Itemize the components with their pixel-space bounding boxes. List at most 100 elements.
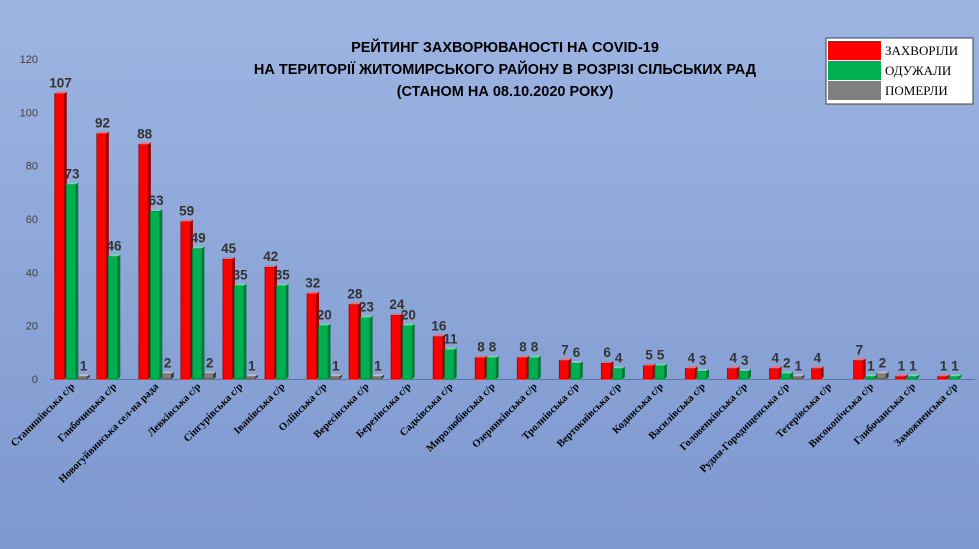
bar-top-recovered — [907, 374, 920, 377]
legend-swatch-infected — [828, 41, 881, 60]
bar-side-recovered — [412, 323, 415, 379]
data-label-infected: 1 — [898, 358, 906, 373]
y-tick-label: 100 — [20, 107, 38, 119]
bar-top-infected — [895, 374, 908, 377]
data-label-recovered: 46 — [107, 238, 123, 253]
bar-top-infected — [391, 313, 404, 315]
bar-recovered — [696, 370, 707, 380]
bar-top-recovered — [739, 369, 751, 371]
bar-recovered — [612, 367, 623, 380]
bar-died — [371, 375, 382, 380]
bar-recovered — [864, 375, 876, 380]
bar-infected — [54, 93, 65, 380]
bar-top-infected — [853, 358, 866, 361]
bar-infected — [600, 362, 612, 380]
bar-top-recovered — [654, 363, 667, 366]
bar-top-recovered — [781, 371, 794, 374]
bar-top-died — [161, 371, 174, 374]
legend-label-recovered: ОДУЖАЛИ — [885, 63, 951, 78]
bar-side-infected — [863, 358, 866, 379]
bar-top-died — [245, 374, 258, 377]
bar-died — [203, 373, 214, 380]
bar-side-recovered — [328, 323, 331, 379]
data-label-infected: 4 — [729, 350, 737, 365]
title-line-1: РЕЙТИНГ ЗАХВОРЮВАНОСТІ НА COVID-19 — [351, 38, 659, 56]
bar-top-infected — [222, 257, 235, 259]
bar-top-infected — [685, 366, 698, 369]
bar-top-recovered — [402, 323, 415, 326]
bar-recovered — [738, 370, 749, 380]
bar-recovered — [486, 357, 497, 380]
data-label-infected: 8 — [519, 340, 527, 355]
bar-infected — [811, 367, 822, 380]
bar-side-recovered — [706, 369, 709, 379]
bar-top-infected — [559, 358, 572, 361]
bar-top-infected — [769, 366, 782, 369]
bar-recovered — [318, 325, 329, 380]
bar-top-died — [330, 374, 343, 377]
bar-infected — [853, 359, 864, 380]
bar-recovered — [780, 373, 791, 380]
bar-recovered — [192, 247, 203, 380]
bar-died — [329, 375, 340, 380]
bar-top-recovered — [865, 374, 878, 377]
data-label-recovered: 63 — [149, 193, 165, 208]
bar-top-infected — [180, 219, 193, 222]
bar-top-recovered — [528, 355, 541, 358]
bar-side-infected — [947, 374, 950, 379]
bar-top-recovered — [444, 347, 457, 350]
bar-infected — [432, 335, 444, 380]
bar-side-died — [802, 374, 805, 379]
bar-infected — [96, 133, 107, 380]
data-label-infected: 7 — [561, 342, 569, 357]
bar-infected — [895, 375, 906, 380]
bar-top-died — [792, 374, 805, 377]
bar-recovered — [570, 362, 581, 380]
bar-top-infected — [601, 361, 614, 363]
bar-infected — [937, 375, 948, 380]
data-label-infected: 42 — [263, 249, 278, 264]
y-tick-label: 120 — [20, 54, 38, 66]
data-label-infected: 6 — [603, 345, 611, 360]
bar-recovered — [107, 255, 119, 380]
bar-side-recovered — [916, 374, 920, 379]
bar-top-recovered — [234, 283, 247, 286]
bar-top-infected — [138, 142, 151, 145]
bar-top-recovered — [192, 246, 205, 249]
bar-side-died — [213, 371, 216, 379]
bar-top-infected — [727, 366, 740, 369]
bar-recovered — [234, 285, 245, 380]
data-label-infected: 4 — [687, 350, 695, 365]
data-label-died: 1 — [332, 358, 340, 373]
bar-infected — [643, 365, 654, 380]
bar-side-recovered — [201, 246, 205, 379]
bar-side-recovered — [117, 254, 121, 379]
bar-side-recovered — [622, 366, 625, 379]
data-labels-layer: 1077319246886325949245351423532201282312… — [49, 76, 959, 374]
bar-top-infected — [475, 355, 488, 358]
bar-top-died — [876, 371, 889, 374]
data-label-recovered: 5 — [657, 348, 665, 363]
bar-recovered — [402, 325, 413, 380]
bar-died — [876, 373, 887, 380]
data-label-died: 2 — [164, 356, 172, 371]
bar-infected — [222, 258, 233, 380]
bar-side-recovered — [454, 347, 457, 379]
bar-recovered — [276, 285, 287, 380]
data-label-recovered: 3 — [741, 353, 749, 368]
legend-label-died: ПОМЕРЛИ — [885, 83, 948, 98]
data-label-infected: 88 — [137, 126, 153, 141]
bar-side-recovered — [370, 315, 373, 379]
data-label-recovered: 35 — [275, 268, 291, 283]
y-tick-label: 80 — [26, 161, 38, 173]
data-label-recovered: 20 — [401, 308, 416, 323]
data-label-recovered: 2 — [783, 356, 791, 371]
data-label-recovered: 8 — [489, 340, 497, 355]
chart-title: РЕЙТИНГ ЗАХВОРЮВАНОСТІ НА COVID-19 НА ТЕ… — [254, 38, 757, 100]
bar-side-recovered — [958, 374, 962, 379]
bar-died — [161, 373, 172, 380]
bar-side-died — [87, 374, 90, 379]
bar-side-recovered — [748, 369, 751, 379]
bar-top-recovered — [696, 369, 709, 371]
